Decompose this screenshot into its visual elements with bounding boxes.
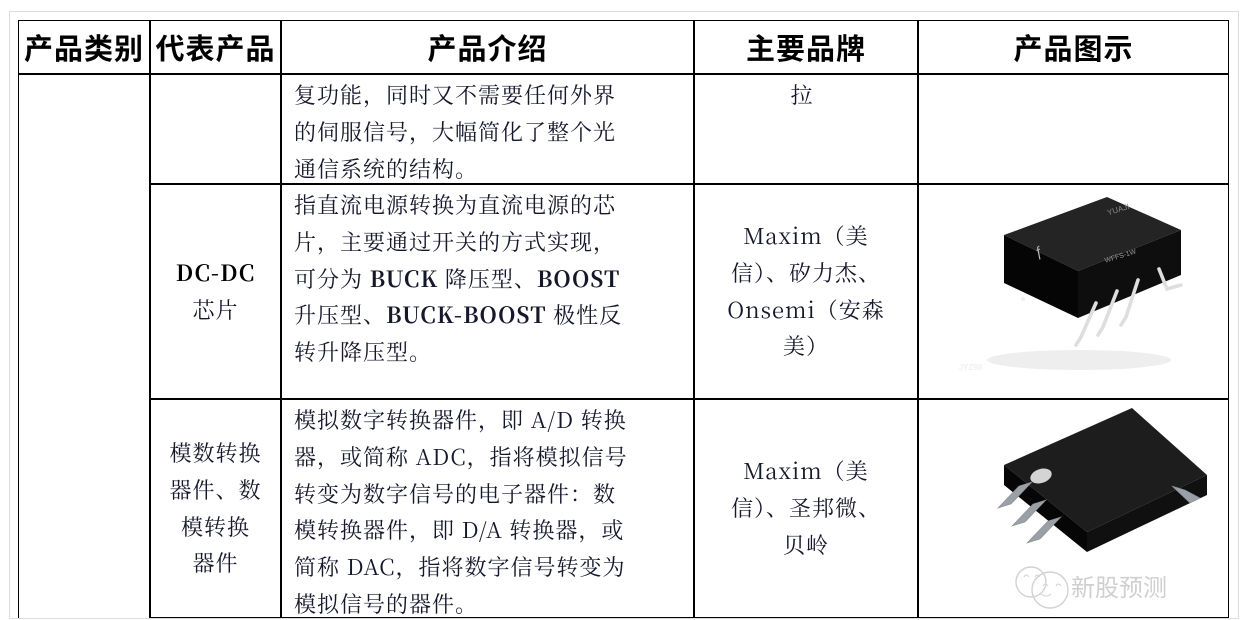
svg-text:新股预测: 新股预测 — [1071, 568, 1167, 603]
svg-text:JYZ98: JYZ98 — [959, 363, 983, 372]
